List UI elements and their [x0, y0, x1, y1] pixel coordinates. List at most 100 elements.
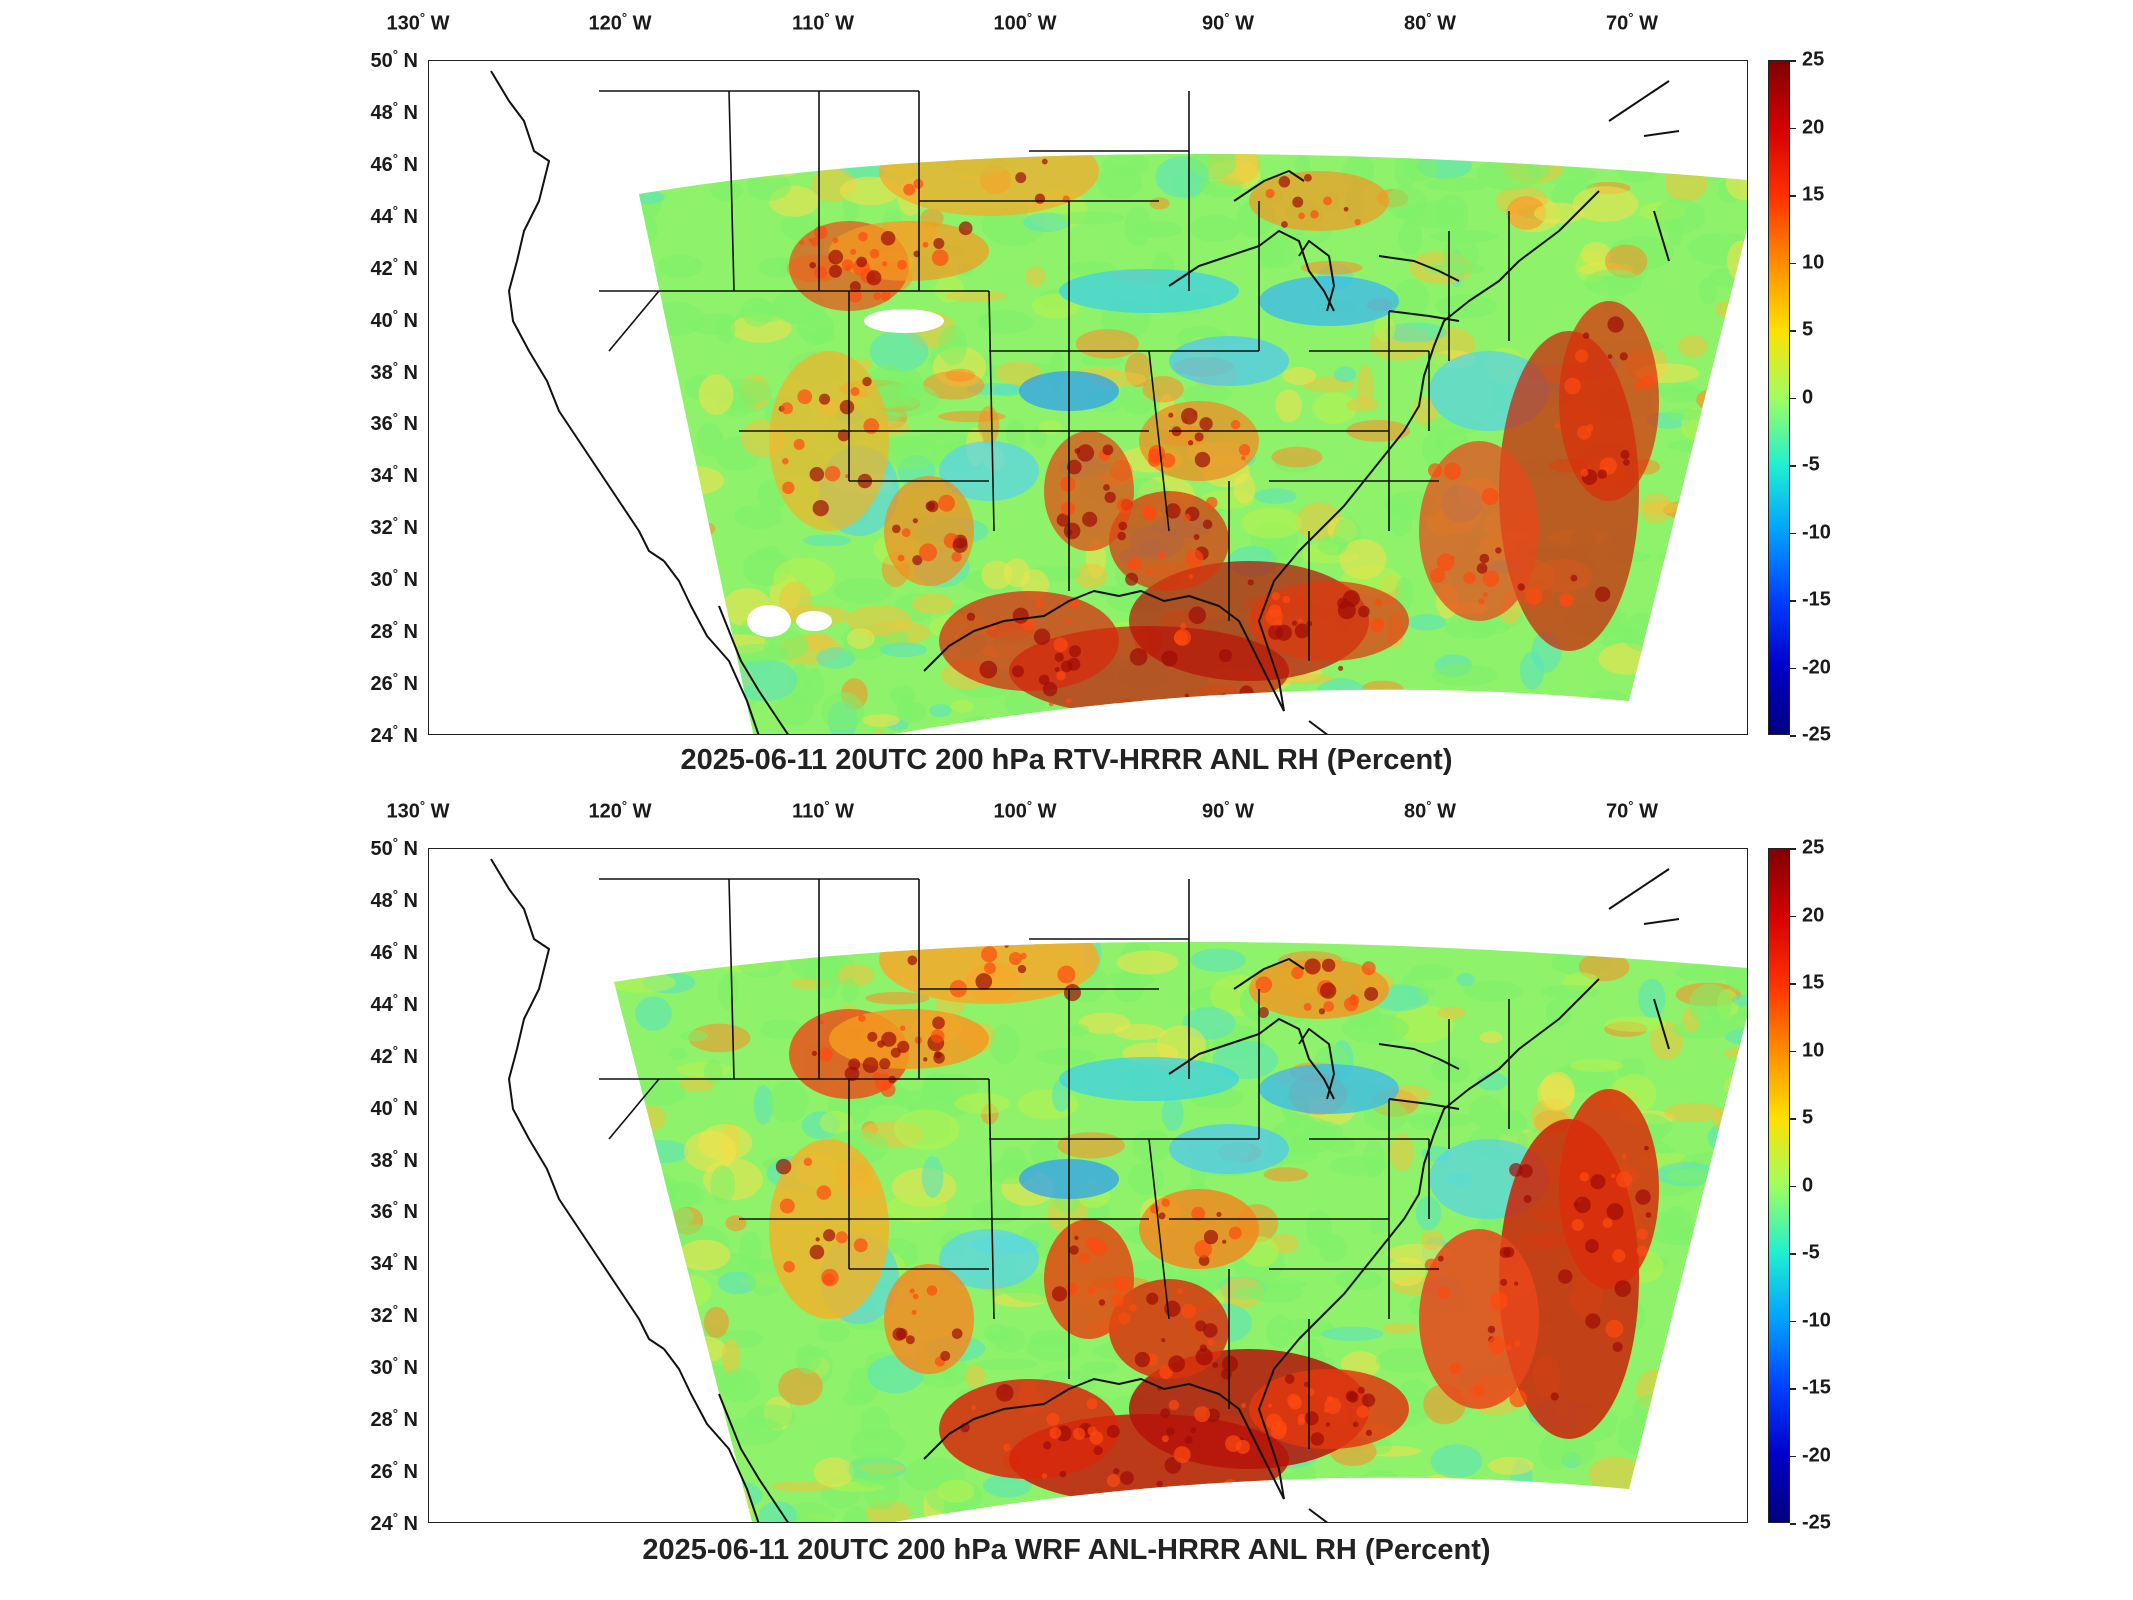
field-blob — [804, 668, 825, 705]
field-blob — [1385, 186, 1427, 219]
field-blob — [1684, 670, 1724, 685]
field-speck — [1574, 349, 1589, 363]
canada-coastline — [1308, 868, 1680, 1522]
lon-tick-label: 130° W — [386, 798, 450, 823]
missing-data-patch — [796, 611, 832, 631]
lat-tick-label: 38° N — [370, 1146, 418, 1172]
field-blob — [945, 368, 976, 382]
field-speck — [1303, 1381, 1310, 1388]
lon-tick-label: 80° W — [1404, 10, 1456, 35]
field-speck — [1126, 560, 1137, 570]
field-high-area — [1419, 1229, 1539, 1409]
field-speck — [912, 555, 923, 566]
field-blob — [639, 482, 656, 507]
field-speck — [1476, 563, 1488, 574]
field-blob — [746, 171, 791, 201]
field-speck — [839, 399, 855, 415]
field-blob — [768, 1080, 809, 1123]
field-speck — [863, 418, 880, 434]
lat-tick-label: 46° N — [370, 151, 418, 176]
field-speck — [1590, 1174, 1606, 1190]
field-speck — [1444, 462, 1462, 480]
field-speck — [1449, 1362, 1462, 1375]
field-blob — [705, 941, 760, 962]
field-speck — [1595, 586, 1611, 602]
field-blob — [1680, 1372, 1713, 1394]
colorbar-tick-label: 5 — [1802, 318, 1814, 341]
rh-field — [600, 150, 1747, 734]
field-blob — [1069, 1024, 1090, 1037]
field-blob — [1506, 196, 1546, 230]
field-blob — [746, 302, 787, 323]
field-speck — [1558, 1269, 1573, 1284]
field-speck — [1180, 407, 1198, 425]
field-speck — [1125, 572, 1139, 586]
field-blob — [1708, 445, 1747, 459]
field-speck — [797, 389, 813, 405]
field-blob — [1066, 261, 1117, 276]
field-blob — [688, 1023, 751, 1053]
field-blob — [639, 407, 653, 436]
field-speck — [1645, 1212, 1652, 1218]
field-blob — [1545, 998, 1572, 1027]
field-speck — [1003, 1443, 1011, 1452]
lat-tick-label: 46° N — [370, 939, 418, 964]
field-speck — [1558, 592, 1574, 608]
field-speck — [1361, 1393, 1376, 1407]
field-speck — [951, 1328, 963, 1339]
field-speck — [1015, 172, 1027, 184]
field-speck — [1207, 1338, 1215, 1346]
field-blob — [821, 691, 864, 732]
field-speck — [1325, 1422, 1331, 1427]
lat-tick-label: 32° N — [370, 1302, 418, 1328]
field-speck — [1173, 1446, 1191, 1464]
field-blob — [1392, 278, 1430, 317]
field-blob — [1597, 726, 1654, 734]
field-blob — [1667, 218, 1684, 246]
field-blob — [1671, 604, 1733, 642]
field-blob — [1356, 703, 1392, 734]
field-blob — [600, 150, 633, 173]
field-speck — [809, 1244, 825, 1260]
field-speck — [1150, 1204, 1160, 1214]
field-blob — [746, 1404, 797, 1429]
field-blob — [1663, 1102, 1723, 1123]
west-coastline — [490, 858, 665, 1350]
field-speck — [818, 1047, 833, 1062]
field-blob — [1314, 678, 1369, 719]
field-blob — [614, 1289, 647, 1332]
field-speck — [1165, 503, 1181, 519]
field-blob — [635, 996, 672, 1031]
field-speck — [1033, 628, 1051, 645]
east-coastline — [1258, 190, 1600, 712]
field-blob — [1382, 1322, 1418, 1334]
colorbar-tick-label: 25 — [1802, 48, 1825, 71]
field-speck — [1205, 496, 1218, 509]
field-blob — [1491, 697, 1539, 710]
field-speck — [1605, 1319, 1624, 1338]
field-speck — [1488, 1335, 1506, 1354]
field-blob — [719, 1368, 761, 1403]
field-speck — [1190, 1427, 1197, 1434]
field-speck — [1221, 1355, 1239, 1372]
field-speck — [1304, 958, 1321, 975]
field-blob — [803, 1522, 851, 1523]
field-blob — [938, 325, 968, 366]
field-blob — [1732, 301, 1747, 339]
field-blob — [1333, 366, 1357, 383]
panel-title: 2025-06-11 20UTC 200 hPa RTV-HRRR ANL RH… — [680, 744, 1453, 776]
field-blob — [847, 605, 912, 636]
field-blob — [634, 1172, 679, 1206]
colorbar-tick-mark — [1790, 532, 1796, 534]
field-speck — [1106, 1424, 1120, 1438]
field-speck — [981, 946, 998, 963]
field-blob — [1384, 322, 1447, 343]
lat-tick-label: 40° N — [370, 1094, 418, 1120]
lat-tick-label: 48° N — [370, 887, 418, 912]
field-blob — [758, 1501, 797, 1522]
field-speck — [1159, 1365, 1173, 1379]
field-blob — [1368, 1218, 1388, 1235]
field-blob — [834, 577, 893, 604]
field-speck — [803, 1157, 813, 1167]
field-speck — [938, 494, 955, 512]
